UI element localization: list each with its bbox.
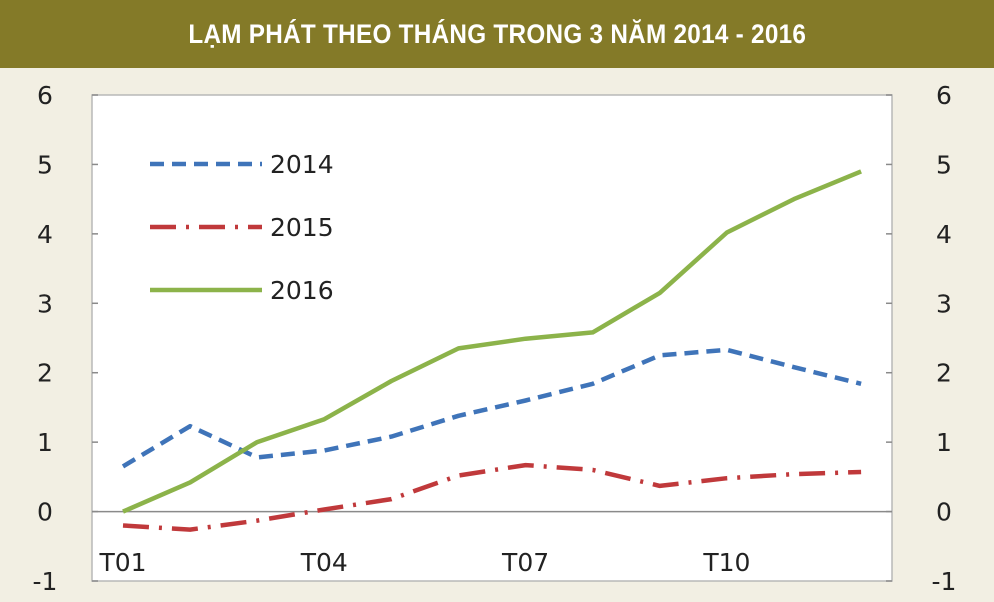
legend-label-2014: 2014: [270, 150, 334, 179]
y-tick-label-right: 2: [936, 359, 952, 388]
y-tick-label-right: -1: [932, 567, 957, 596]
x-tick-label: T01: [98, 548, 146, 577]
y-tick-label-left: 5: [37, 150, 53, 179]
x-tick-label: T07: [501, 548, 549, 577]
x-tick-label: T10: [702, 548, 750, 577]
y-tick-label-right: 1: [936, 428, 952, 457]
y-tick-label-right: 0: [936, 498, 952, 527]
title-bar: LẠM PHÁT THEO THÁNG TRONG 3 NĂM 2014 - 2…: [0, 0, 994, 68]
y-tick-label-right: 3: [936, 289, 952, 318]
plot-area: [91, 94, 893, 582]
series-line-2015: [122, 462, 862, 532]
x-tick-label: T04: [300, 548, 348, 577]
y-tick-label-left: 3: [37, 289, 53, 318]
series-line-2016: [122, 169, 862, 514]
legend-label-2015: 2015: [270, 213, 334, 242]
y-tick-label-left: -1: [33, 567, 58, 596]
chart-title: LẠM PHÁT THEO THÁNG TRONG 3 NĂM 2014 - 2…: [188, 18, 806, 49]
legend-label-2016: 2016: [270, 276, 334, 305]
y-tick-label-right: 5: [936, 150, 952, 179]
y-tick-label-right: 4: [936, 220, 952, 249]
y-tick-label-left: 4: [37, 220, 53, 249]
y-tick-label-left: 0: [37, 498, 53, 527]
y-tick-label-left: 1: [37, 428, 53, 457]
y-tick-label-right: 6: [936, 81, 952, 110]
line-chart: -1 0 1 2 3 4 5 6 -1 0 1 2 3 4 5 6 T01 T04 T07 T10 2014 2015 2…: [33, 81, 957, 596]
y-tick-label-left: 2: [37, 359, 53, 388]
series-line-2014: [121, 347, 862, 469]
y-tick-label-left: 6: [37, 81, 53, 110]
